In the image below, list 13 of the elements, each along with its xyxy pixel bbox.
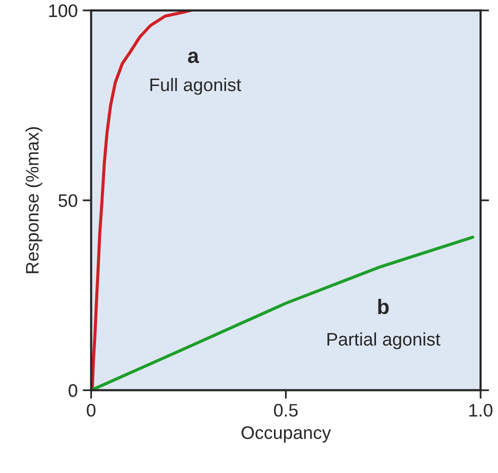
line-series [91, 236, 474, 390]
annotation: Partial agonist [327, 332, 440, 350]
y-tick-label: 0 [68, 384, 78, 397]
y-tick-label: 50 [58, 194, 78, 208]
y-axis-title: Response (%max) [25, 127, 42, 274]
x-tick-label: 0.5 [274, 404, 298, 417]
annotation: b [378, 298, 389, 314]
y-tick-label: 100 [49, 4, 78, 18]
annotation: Full agonist [150, 78, 242, 95]
annotation: a [188, 52, 200, 64]
x-tick-label: 0 [86, 404, 96, 417]
x-axis-title: Occupancy [242, 426, 331, 443]
x-tick-label: 1.0 [469, 404, 492, 417]
